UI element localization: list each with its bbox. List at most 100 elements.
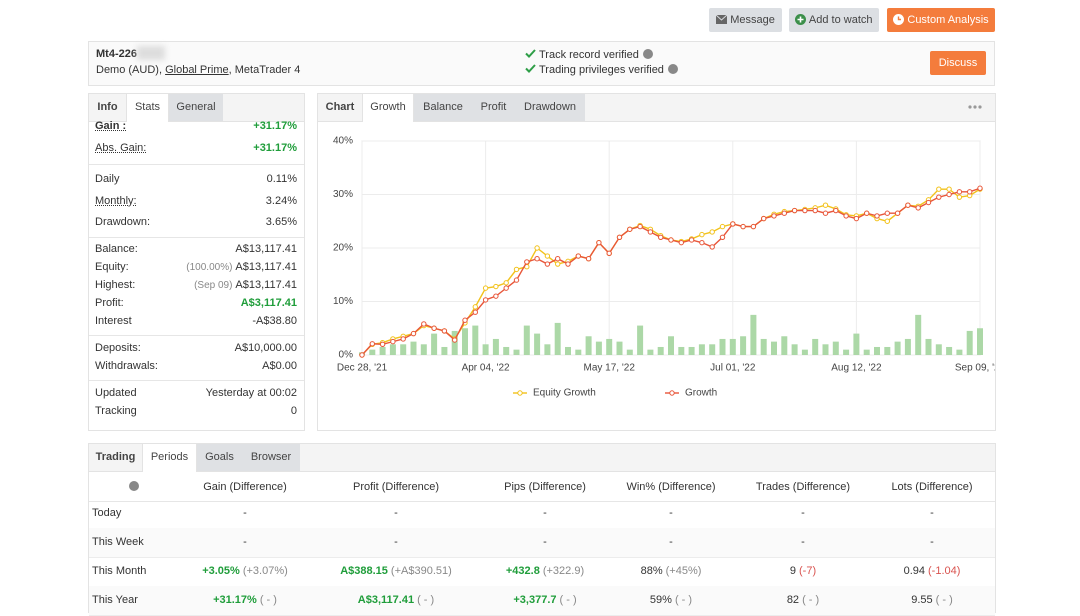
message-button[interactable]: Message xyxy=(709,8,782,32)
stat-value: A$13,117.41 xyxy=(235,243,297,255)
x-tick-label: Apr 04, '22 xyxy=(462,363,510,374)
period-cell: +3.05% (+3.07%) xyxy=(165,565,325,577)
stat-row: Drawdown: 3.65% xyxy=(95,214,297,230)
point xyxy=(967,189,973,195)
point xyxy=(513,277,520,283)
menu-dots[interactable] xyxy=(968,104,982,110)
verified-item: Trading privileges verified xyxy=(525,64,678,79)
cell-value: +31.17% xyxy=(213,594,257,606)
stat-value-wrap: 3.24% xyxy=(266,193,297,209)
tab[interactable]: Profit xyxy=(472,94,515,121)
bar xyxy=(626,349,633,355)
chart-panel: Chart Growth Balance Profit Drawdown xyxy=(317,93,996,431)
stat-value-wrap: A$10,000.00 xyxy=(235,340,297,356)
point xyxy=(606,250,612,257)
point xyxy=(730,221,736,227)
broker-link[interactable]: Global Prime xyxy=(165,64,229,76)
stat-row: Abs. Gain: +31.17% xyxy=(95,140,297,156)
analysis-button[interactable]: Custom Analysis xyxy=(887,8,995,32)
point xyxy=(555,261,561,267)
cell-diff: ( - ) xyxy=(674,594,693,606)
cell-value: A$388.15 xyxy=(340,565,388,577)
tab[interactable]: Growth xyxy=(362,94,414,122)
period-cell: 0.94 (-1.04) xyxy=(852,565,1012,577)
stat-row: Monthly: 3.24% xyxy=(95,193,297,209)
check-icon xyxy=(525,64,536,73)
point xyxy=(410,330,417,337)
point xyxy=(482,297,489,303)
account-type: Demo (AUD), xyxy=(96,64,163,76)
tab[interactable]: Drawdown xyxy=(515,94,585,121)
tab[interactable]: Goals xyxy=(197,444,242,471)
envelope-icon xyxy=(715,14,728,24)
point xyxy=(596,239,602,246)
point xyxy=(761,215,767,222)
stat-value-wrap: +31.17% xyxy=(253,118,297,134)
tab[interactable]: Info xyxy=(89,94,126,121)
row-label: Today xyxy=(92,507,122,519)
point xyxy=(513,266,520,273)
point xyxy=(575,253,581,259)
bar xyxy=(585,336,592,355)
stat-label: Gain : xyxy=(95,120,127,132)
point xyxy=(699,231,705,238)
stat-note: (Sep 09) xyxy=(194,280,233,291)
point xyxy=(946,186,952,192)
point xyxy=(699,239,705,246)
tab[interactable]: Browser xyxy=(242,444,300,471)
point xyxy=(853,215,860,222)
tab[interactable]: Trading xyxy=(89,444,142,471)
cell-value: - xyxy=(394,536,398,548)
stat-value: -A$38.80 xyxy=(252,315,297,327)
bar xyxy=(472,325,479,355)
row-label: This Week xyxy=(92,536,144,548)
stat-row: Gain : +31.17% xyxy=(95,118,297,134)
tab[interactable]: Stats xyxy=(126,94,169,122)
bar xyxy=(637,325,644,355)
cell-diff: ( - ) xyxy=(417,594,435,606)
bar xyxy=(482,344,489,355)
bar xyxy=(668,336,674,355)
stats-tabs: Info Stats General xyxy=(89,94,304,122)
stat-value-wrap: A$13,117.41 xyxy=(235,241,297,257)
stat-label: Abs. Gain: xyxy=(95,142,147,154)
stat-value: 0.11% xyxy=(266,173,297,185)
point xyxy=(812,207,818,214)
tab[interactable]: Chart xyxy=(318,94,362,121)
bar xyxy=(688,346,695,355)
period-cell: 9 (-7) xyxy=(723,565,883,577)
point xyxy=(802,207,808,214)
bar xyxy=(389,344,396,355)
stat-row: Equity: (100.00%) A$13,117.41 xyxy=(95,259,297,275)
stat-row: Updated Yesterday at 00:02 xyxy=(95,385,297,401)
point xyxy=(936,186,942,192)
tab[interactable]: Periods xyxy=(142,444,197,472)
bar xyxy=(946,346,953,355)
header-row-bg xyxy=(89,472,995,502)
bar xyxy=(647,349,654,355)
stat-value: 3.65% xyxy=(265,216,297,228)
period-cell: - xyxy=(852,507,1012,519)
platform: , MetaTrader 4 xyxy=(228,64,301,76)
point xyxy=(925,199,932,206)
watch-button[interactable]: Add to watch xyxy=(789,8,879,32)
point xyxy=(431,325,437,331)
point xyxy=(884,218,890,224)
bar xyxy=(462,328,468,355)
stat-value-wrap: A$0.00 xyxy=(262,358,297,374)
bar xyxy=(760,338,767,355)
discuss-button[interactable]: Discuss xyxy=(930,51,986,75)
point xyxy=(544,261,551,267)
tab[interactable]: General xyxy=(169,94,223,121)
cell-value: - xyxy=(930,536,934,548)
tab[interactable]: Balance xyxy=(414,94,472,121)
cell-value: +3,377.7 xyxy=(513,594,557,606)
point xyxy=(709,244,715,250)
clock-icon xyxy=(893,14,905,25)
stat-label: Tracking xyxy=(95,405,137,417)
cell-value: +432.8 xyxy=(505,565,540,577)
cell-diff: ( - ) xyxy=(559,594,577,606)
point xyxy=(647,229,654,235)
bar xyxy=(369,349,376,355)
